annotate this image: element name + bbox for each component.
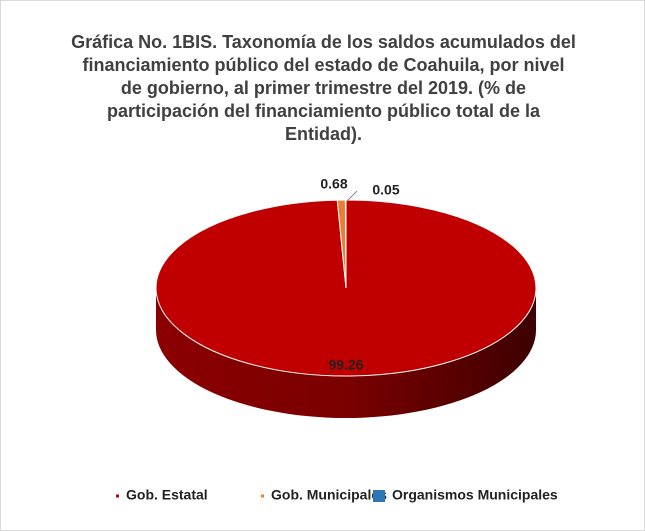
legend-swatch — [261, 494, 264, 498]
legend-label: Organismos Municipales — [392, 487, 558, 503]
legend-swatch — [116, 494, 119, 498]
chart-title: Gráfica No. 1BIS. Taxonomía de los saldo… — [71, 32, 576, 144]
data-label: 0.05 — [372, 182, 399, 198]
legend-label: Gob. Estatal — [126, 487, 208, 503]
pie-side — [156, 288, 536, 418]
data-label: 0.68 — [320, 176, 347, 192]
pie-slice — [344, 199, 347, 289]
legend-label: Gob. Municipales — [271, 487, 387, 503]
data-label: 99.26 — [328, 357, 363, 373]
leader-line — [346, 190, 358, 202]
legend-swatch — [373, 490, 385, 502]
